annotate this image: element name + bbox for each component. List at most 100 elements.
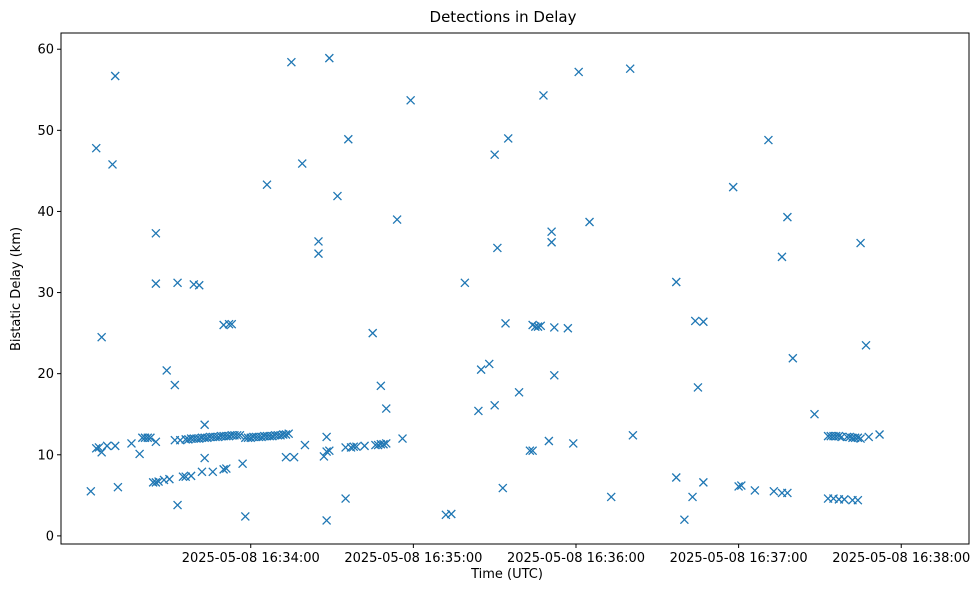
detection-marker — [782, 488, 792, 498]
detection-marker — [97, 447, 107, 457]
x-axis-label: Time (UTC) — [470, 567, 543, 582]
x-tick-label: 2025-05-08 16:37:00 — [670, 551, 808, 566]
detection-marker — [381, 438, 391, 448]
detection-marker — [235, 430, 245, 440]
detection-marker — [238, 459, 248, 469]
detection-marker — [539, 90, 548, 100]
detection-marker — [782, 212, 792, 222]
detection-marker — [351, 442, 361, 452]
detection-marker — [154, 477, 164, 487]
detection-marker — [194, 280, 204, 290]
detection-marker — [200, 420, 210, 430]
detection-marker — [300, 440, 310, 450]
detection-marker — [224, 319, 234, 329]
detection-marker — [151, 477, 161, 487]
detection-marker — [777, 252, 787, 262]
y-tick-label: 60 — [37, 43, 54, 58]
x-axis-ticks: 2025-05-08 16:34:00 2025-05-08 16:35:00 20… — [182, 544, 970, 566]
y-tick-label: 10 — [37, 448, 54, 463]
detection-marker — [769, 486, 779, 496]
detection-marker — [200, 453, 210, 463]
detection-marker — [533, 322, 543, 332]
detection-marker — [875, 430, 885, 439]
detection-marker — [102, 441, 112, 451]
detection-marker — [197, 467, 207, 477]
detection-marker — [343, 134, 353, 144]
detection-marker — [208, 467, 218, 477]
detection-marker — [528, 320, 538, 330]
detection-marker — [788, 353, 798, 363]
detection-marker — [324, 446, 334, 456]
detection-marker — [625, 64, 635, 74]
detection-marker — [690, 316, 700, 326]
detection-marker — [333, 191, 342, 201]
detection-marker — [528, 446, 538, 456]
x-tick-label: 2025-05-08 16:36:00 — [507, 551, 645, 566]
detection-marker — [170, 380, 180, 390]
x-tick-label: 2025-05-08 16:38:00 — [832, 551, 970, 566]
detection-marker — [856, 434, 866, 444]
detection-marker — [853, 495, 863, 505]
detection-marker — [547, 227, 557, 237]
detection-marker — [628, 430, 638, 440]
detection-marker — [514, 387, 524, 397]
detection-marker — [568, 438, 578, 448]
detection-marker — [145, 433, 155, 443]
detection-marker — [173, 500, 183, 510]
detection-marker — [314, 236, 323, 246]
detection-marker — [734, 481, 744, 491]
detection-marker — [284, 429, 294, 439]
detection-marker — [240, 511, 250, 521]
detection-marker — [324, 53, 334, 63]
detection-marker — [286, 57, 296, 67]
detection-marker — [281, 430, 291, 439]
detection-marker — [173, 278, 183, 288]
detection-marker — [143, 433, 153, 443]
detection-marker — [322, 447, 332, 456]
y-tick-label: 50 — [37, 124, 54, 139]
detection-marker — [108, 159, 117, 169]
detection-marker — [110, 71, 120, 81]
detection-marker — [162, 365, 172, 375]
detection-marker — [492, 243, 502, 253]
detection-marker — [110, 441, 120, 451]
y-tick-label: 20 — [37, 367, 54, 382]
detection-marker — [544, 436, 554, 446]
detection-marker — [164, 474, 174, 484]
detection-marker — [232, 430, 242, 440]
detection-marker — [736, 481, 746, 491]
detection-marker — [750, 486, 760, 495]
detection-marker — [113, 482, 123, 492]
detection-marker — [763, 135, 773, 145]
detection-marker — [151, 437, 161, 447]
x-tick-label: 2025-05-08 16:34:00 — [182, 551, 320, 566]
detection-marker — [574, 67, 584, 77]
detection-marker — [476, 365, 486, 375]
detection-marker — [227, 319, 237, 329]
detection-marker — [688, 492, 697, 502]
detection-marker — [525, 446, 535, 456]
data-markers — [86, 53, 885, 525]
y-tick-label: 40 — [37, 205, 54, 220]
detection-marker — [360, 441, 370, 451]
detection-marker — [135, 449, 145, 459]
detection-marker — [392, 215, 402, 225]
detection-marker — [490, 400, 500, 410]
detection-marker — [834, 431, 844, 441]
detection-marker — [97, 332, 107, 342]
detection-marker — [693, 382, 703, 392]
y-axis-ticks: 0 10 20 30 40 50 60 — [37, 43, 61, 544]
detection-marker — [864, 432, 874, 442]
detection-marker — [398, 434, 407, 444]
detection-marker — [262, 180, 272, 190]
detection-marker — [679, 515, 689, 525]
detection-marker — [281, 452, 291, 462]
plot-frame — [60, 32, 970, 545]
y-tick-label: 0 — [46, 529, 54, 544]
chart-title: Detections in Delay — [430, 8, 577, 26]
detection-marker — [341, 494, 351, 504]
detection-marker — [406, 95, 416, 105]
detection-marker — [671, 277, 681, 287]
detection-marker — [473, 406, 483, 416]
detection-marker — [549, 370, 559, 380]
